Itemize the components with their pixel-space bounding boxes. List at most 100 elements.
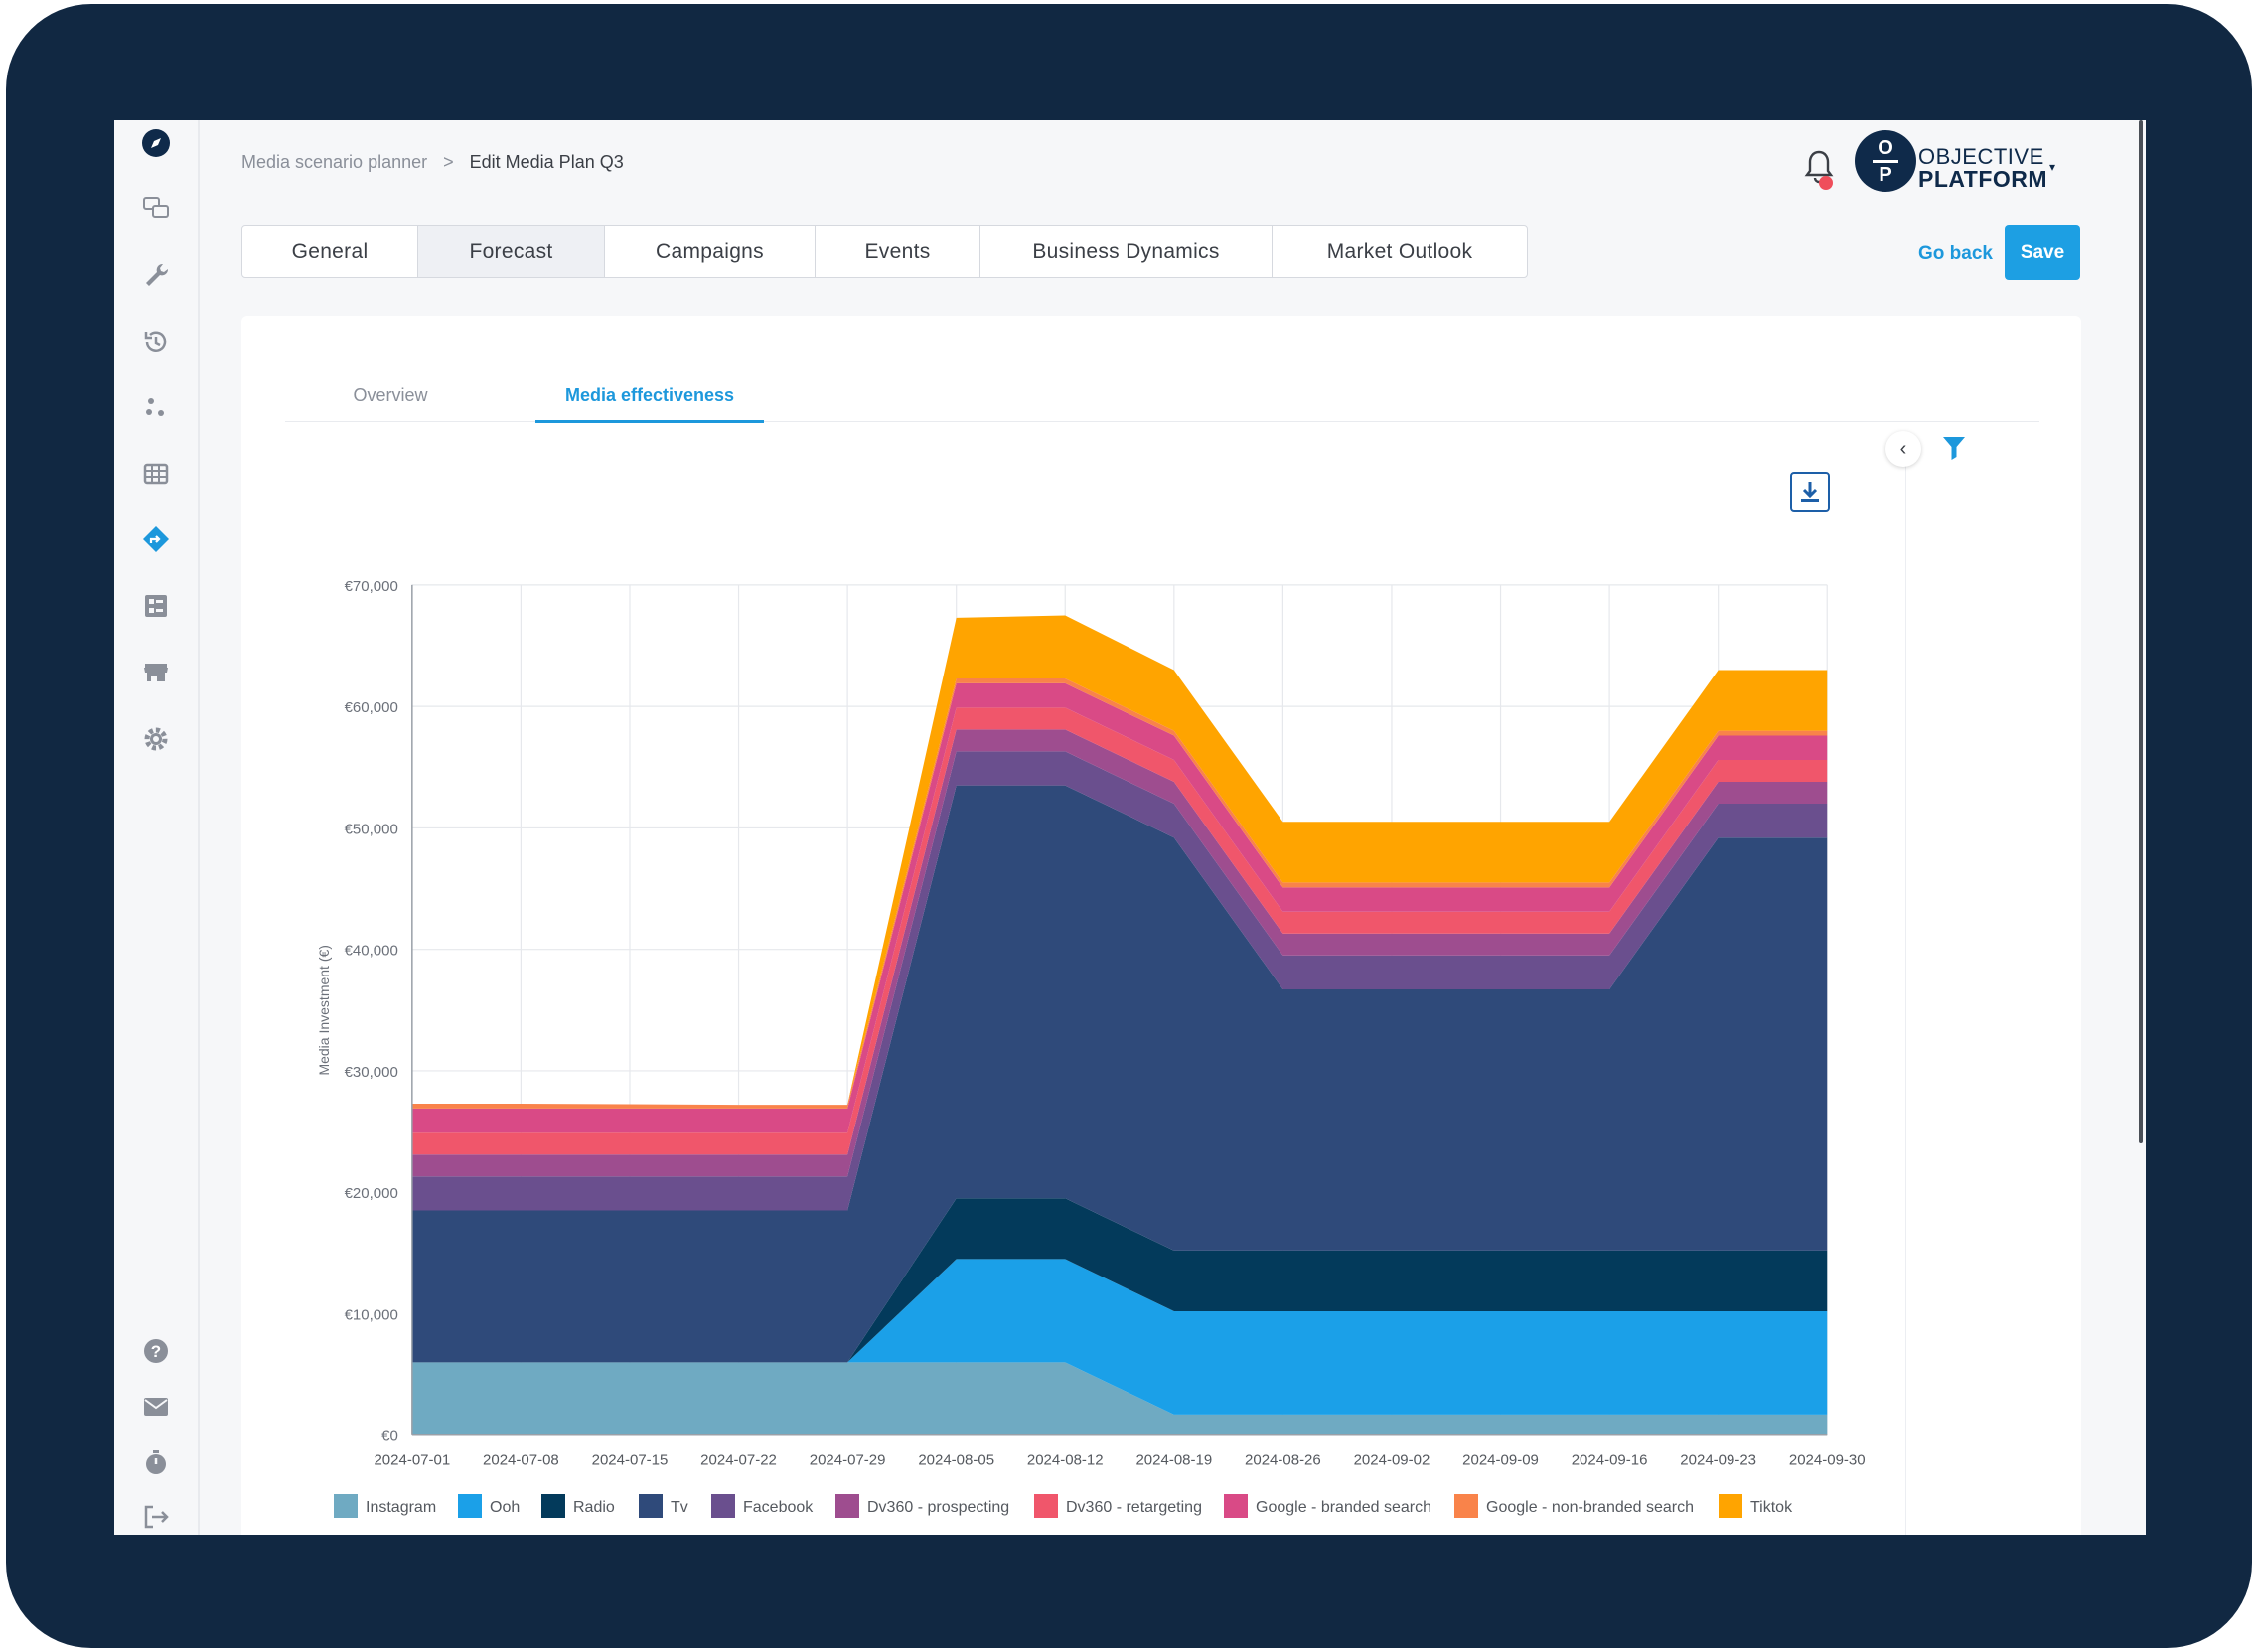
area-series-tv[interactable] [411, 785, 1828, 1363]
y-tick-label: €70,000 [345, 578, 398, 595]
area-series-ooh[interactable] [411, 1259, 1828, 1415]
legend-item[interactable]: Google - non-branded search [1454, 1494, 1694, 1518]
sidebar: ? [114, 120, 200, 1535]
legend-swatch [639, 1494, 663, 1518]
area-series-dv360-retargeting[interactable] [411, 707, 1828, 1155]
caret-down-icon[interactable]: ▾ [2049, 160, 2056, 174]
area-series-instagram[interactable] [411, 1362, 1828, 1435]
area-series-google-branded-search[interactable] [411, 682, 1828, 1133]
scatter-icon[interactable] [139, 390, 173, 424]
legend-item[interactable]: Radio [541, 1494, 615, 1518]
logo-mark-top: O [1878, 136, 1893, 159]
breadcrumb: Media scenario planner > Edit Media Plan… [241, 152, 624, 173]
y-tick-label: €50,000 [345, 821, 398, 837]
area-series-tiktok[interactable] [411, 615, 1828, 1106]
subtabs: Overview Media effectiveness [285, 385, 2039, 423]
svg-text:?: ? [151, 1342, 161, 1361]
area-series-radio[interactable] [411, 1198, 1828, 1363]
legend-item[interactable]: Instagram [334, 1494, 436, 1518]
tab-events[interactable]: Events [816, 226, 980, 277]
x-tick-label: 2024-07-15 [592, 1452, 669, 1469]
panel-divider [1905, 465, 1906, 1535]
logo-line1: OBJECTIVE [1918, 144, 2044, 169]
mail-icon[interactable] [139, 1390, 173, 1424]
logo-line2: PLATFORM [1918, 166, 2048, 192]
x-tick-label: 2024-08-05 [918, 1452, 994, 1469]
logo-mark-bar [1873, 159, 1898, 163]
notification-dot [1819, 176, 1833, 190]
x-tick-label: 2024-09-16 [1572, 1452, 1648, 1469]
breadcrumb-parent[interactable]: Media scenario planner [241, 152, 428, 172]
tab-forecast[interactable]: Forecast [418, 226, 605, 277]
area-series-dv360-prospecting[interactable] [411, 729, 1828, 1177]
x-tick-label: 2024-09-30 [1789, 1452, 1866, 1469]
y-tick-label: €10,000 [345, 1306, 398, 1323]
y-axis-label: Media Investment (€) [316, 945, 332, 1076]
logo-mark-bottom: P [1879, 163, 1892, 186]
legend-label: Dv360 - retargeting [1066, 1499, 1202, 1516]
x-tick-label: 2024-08-26 [1245, 1452, 1321, 1469]
legend-swatch [1454, 1494, 1478, 1518]
breadcrumb-current: Edit Media Plan Q3 [469, 152, 624, 172]
legend-label: Tv [671, 1499, 688, 1516]
legend-label: Tiktok [1750, 1499, 1793, 1516]
x-tick-label: 2024-07-29 [810, 1452, 886, 1469]
legend-label: Radio [573, 1499, 615, 1516]
download-button[interactable] [1790, 472, 1830, 512]
legend-item[interactable]: Tiktok [1719, 1494, 1793, 1518]
legend-label: Google - non-branded search [1486, 1499, 1694, 1516]
legend-item[interactable]: Ooh [458, 1494, 520, 1518]
timer-icon[interactable] [139, 1445, 173, 1479]
settings-icon[interactable] [139, 722, 173, 756]
content-panel: Overview Media effectiveness ‹ €0 €10,000… [241, 316, 2081, 1535]
chat-icon[interactable] [139, 192, 173, 225]
route-icon[interactable] [139, 523, 173, 556]
area-series-facebook[interactable] [411, 751, 1828, 1211]
legend-swatch [711, 1494, 735, 1518]
logo-mark: O P [1855, 130, 1916, 192]
y-tick-label: €60,000 [345, 699, 398, 716]
filter-icon[interactable] [1942, 435, 1966, 461]
table-icon[interactable] [139, 457, 173, 491]
scrollbar[interactable] [2139, 120, 2143, 1143]
tab-business-dynamics[interactable]: Business Dynamics [980, 226, 1273, 277]
legend-item[interactable]: Facebook [711, 1494, 814, 1518]
legend-item[interactable]: Dv360 - prospecting [835, 1494, 1009, 1518]
x-tick-label: 2024-09-02 [1354, 1452, 1430, 1469]
legend-swatch [1719, 1494, 1742, 1518]
tab-market-outlook[interactable]: Market Outlook [1326, 239, 1473, 263]
tab-general[interactable]: General [242, 226, 418, 277]
save-button[interactable]: Save [2005, 225, 2080, 280]
subtab-overview[interactable]: Overview [353, 385, 428, 405]
x-tick-label: 2024-07-08 [483, 1452, 559, 1469]
go-back-link[interactable]: Go back [1918, 243, 1993, 264]
logout-icon[interactable] [139, 1500, 173, 1534]
media-investment-chart: €0 €10,000 €20,000 €30,000 €40,000 €50,000 €60… [316, 578, 1866, 1518]
download-icon [1801, 482, 1819, 502]
compass-icon[interactable] [139, 126, 173, 160]
wrench-icon[interactable] [139, 258, 173, 292]
breadcrumb-separator: > [443, 152, 454, 172]
legend-item[interactable]: Tv [639, 1494, 688, 1518]
y-tick-label: €30,000 [345, 1064, 398, 1081]
company-logo[interactable]: O P OBJECTIVE PLATFORM ▾ [1855, 130, 2063, 196]
chevron-left-icon[interactable]: ‹ [1885, 431, 1921, 467]
dashboard-icon[interactable] [139, 589, 173, 623]
legend-swatch [334, 1494, 358, 1518]
legend-item[interactable]: Dv360 - retargeting [1034, 1494, 1202, 1518]
legend-item[interactable]: Google - branded search [1224, 1494, 1431, 1518]
legend-swatch [458, 1494, 482, 1518]
history-icon[interactable] [139, 325, 173, 359]
x-tick-label: 2024-07-01 [374, 1452, 450, 1469]
legend-label: Instagram [366, 1499, 436, 1516]
legend-swatch [541, 1494, 565, 1518]
legend-swatch [835, 1494, 859, 1518]
x-tick-label: 2024-08-19 [1135, 1452, 1212, 1469]
x-tick-label: 2024-09-23 [1680, 1452, 1756, 1469]
store-icon[interactable] [139, 656, 173, 689]
tab-campaigns[interactable]: Campaigns [605, 226, 816, 277]
subtab-media-effectiveness[interactable]: Media effectiveness [535, 385, 764, 423]
legend-label: Dv360 - prospecting [867, 1499, 1009, 1516]
help-icon[interactable]: ? [139, 1334, 173, 1368]
x-tick-label: 2024-09-09 [1462, 1452, 1539, 1469]
